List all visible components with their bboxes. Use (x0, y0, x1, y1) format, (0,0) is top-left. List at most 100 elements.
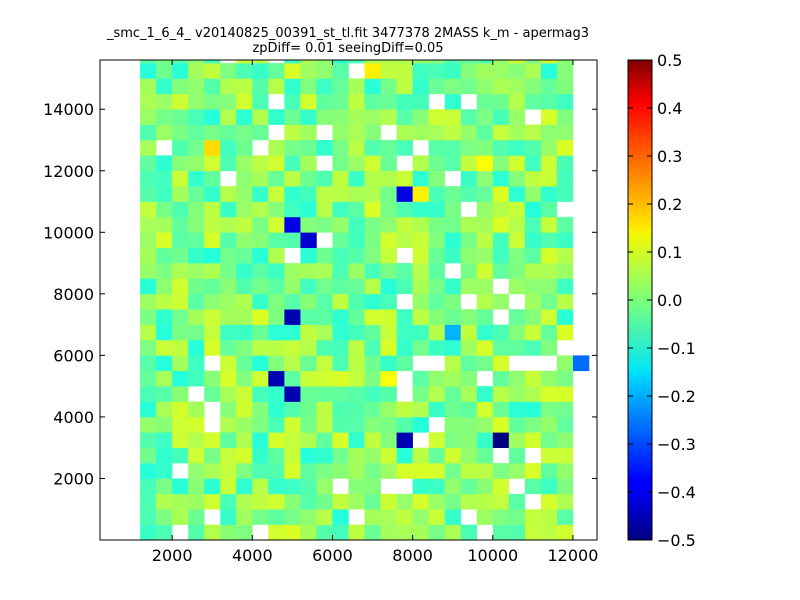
heatmap-cell (380, 170, 397, 187)
heatmap-cell (540, 155, 558, 172)
heatmap-cell (444, 370, 462, 387)
heatmap-cell (188, 401, 205, 418)
heatmap-cell (444, 201, 462, 218)
heatmap-cell (460, 170, 478, 187)
heatmap-cell (236, 60, 253, 64)
heatmap-cell (380, 247, 397, 264)
heatmap-cell (492, 493, 510, 510)
heatmap-cell (412, 340, 429, 356)
heatmap-cell (172, 78, 189, 95)
heatmap-cell (300, 309, 317, 325)
heatmap-cell (316, 293, 333, 310)
heatmap-cell (428, 124, 445, 141)
heatmap-cell (556, 186, 574, 202)
heatmap-cell (284, 355, 301, 372)
heatmap-cell (348, 216, 365, 233)
heatmap-cell (172, 355, 189, 372)
heatmap-cell (380, 493, 397, 510)
heatmap-cell (284, 447, 301, 464)
heatmap-cell (476, 140, 494, 156)
heatmap-cells (140, 60, 590, 540)
y-tick-label: 14000 (43, 100, 94, 119)
heatmap-cell (540, 340, 558, 356)
heatmap-cell (396, 216, 413, 233)
heatmap-cell (364, 478, 381, 495)
heatmap-cell (284, 93, 301, 110)
heatmap-cell (268, 401, 285, 418)
heatmap-cell (284, 509, 301, 525)
heatmap-cell (508, 140, 526, 156)
heatmap-cell (140, 463, 157, 479)
heatmap-cell (444, 186, 462, 202)
heatmap-cell (540, 293, 558, 310)
heatmap-cell (332, 447, 349, 464)
heatmap-cell (508, 232, 526, 248)
heatmap-cell (412, 186, 429, 202)
heatmap-cell (348, 447, 365, 464)
heatmap-cell (492, 109, 510, 125)
heatmap-cell (476, 509, 494, 525)
heatmap-cell (348, 140, 365, 156)
heatmap-cell (444, 124, 462, 141)
heatmap-cell (444, 463, 462, 479)
heatmap-cell (380, 340, 397, 356)
heatmap-cell (236, 509, 253, 525)
heatmap-cell (428, 447, 445, 464)
heatmap-cell (460, 155, 478, 172)
heatmap-cell (556, 140, 574, 156)
heatmap-cell (316, 109, 333, 125)
heatmap-cell (316, 140, 333, 156)
heatmap-cell (556, 509, 574, 525)
heatmap-cell (236, 432, 253, 448)
heatmap-cell (428, 60, 445, 64)
heatmap-cell (396, 309, 413, 325)
heatmap-cell (172, 232, 189, 248)
heatmap-cell (204, 186, 221, 202)
heatmap-cell (444, 478, 462, 495)
heatmap-cell (188, 493, 205, 510)
heatmap-cell (380, 309, 397, 325)
heatmap-cell (188, 124, 205, 141)
heatmap-cell (220, 263, 237, 279)
heatmap-cell (284, 186, 301, 202)
heatmap-cell (156, 401, 173, 418)
heatmap-cell (236, 247, 253, 264)
heatmap-cell (380, 293, 397, 310)
heatmap-cell (268, 324, 285, 341)
heatmap-cell (172, 386, 189, 402)
x-axis: 2000 4000 6000 8000 10000 12000 (152, 60, 598, 565)
heatmap-cell (188, 432, 205, 448)
heatmap-cell (364, 340, 381, 356)
heatmap-cell (252, 463, 269, 479)
heatmap-cell (204, 432, 221, 448)
heatmap-cell (220, 493, 237, 510)
heatmap-cell (140, 232, 157, 248)
heatmap-cell (396, 493, 413, 510)
heatmap-cell (524, 278, 542, 295)
heatmap-cell (524, 416, 542, 433)
heatmap-cell (508, 524, 526, 540)
heatmap-cell (204, 478, 221, 495)
heatmap-cell (284, 201, 301, 218)
heatmap-cell (268, 155, 285, 172)
heatmap-cell (524, 216, 542, 233)
heatmap-cell (348, 432, 365, 448)
heatmap-cell (428, 432, 445, 448)
heatmap-cell (252, 432, 269, 448)
heatmap-cell (524, 432, 542, 448)
heatmap-cell (364, 93, 381, 110)
heatmap-cell (364, 432, 381, 448)
heatmap-cell (236, 201, 253, 218)
heatmap-cell (188, 155, 205, 172)
heatmap-cell (140, 432, 157, 448)
x-tick-label: 12000 (547, 546, 598, 565)
heatmap-cell (140, 524, 157, 540)
heatmap-cell (220, 416, 237, 433)
heatmap-cell (204, 109, 221, 125)
heatmap-cell (412, 478, 429, 495)
heatmap-cell (396, 432, 413, 448)
heatmap-cell (540, 478, 558, 495)
heatmap-cell (524, 63, 542, 79)
heatmap-cell (188, 201, 205, 218)
chart-title-line-2: zpDiff= 0.01 seeingDiff=0.05 (252, 41, 443, 56)
